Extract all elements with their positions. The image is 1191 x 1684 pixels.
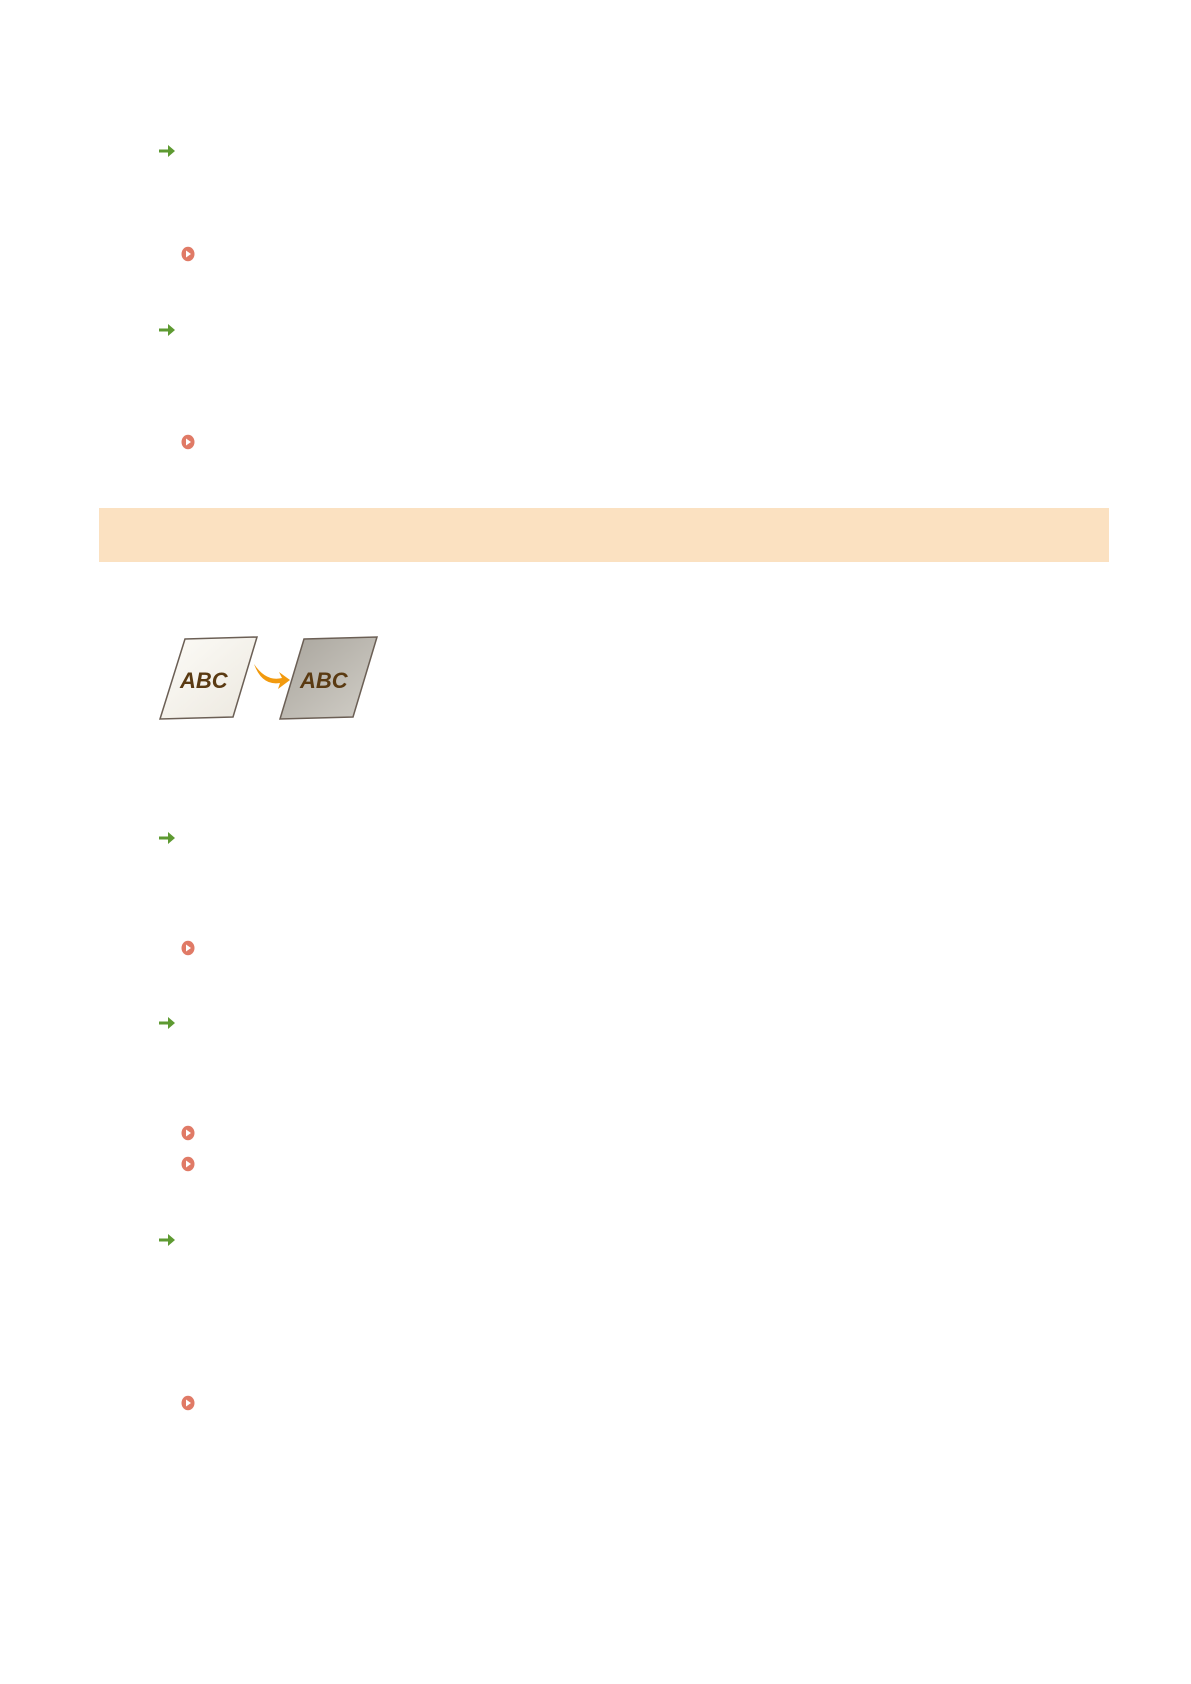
section-heading-banner	[99, 508, 1109, 562]
paper-background-gray-illustration: ABC ABC	[158, 636, 379, 720]
right-arrow-icon[interactable]	[158, 1232, 176, 1248]
paper-before	[158, 636, 259, 720]
paper-after	[278, 636, 379, 720]
circle-play-icon[interactable]	[181, 1156, 195, 1172]
circle-play-icon[interactable]	[181, 434, 195, 450]
illustration-text-before: ABC	[179, 668, 229, 693]
illustration-arrow-icon	[254, 664, 290, 689]
right-arrow-icon[interactable]	[158, 1015, 176, 1031]
right-arrow-icon[interactable]	[158, 143, 176, 159]
circle-play-icon[interactable]	[181, 246, 195, 262]
right-arrow-icon[interactable]	[158, 830, 176, 846]
circle-play-icon[interactable]	[181, 1125, 195, 1141]
right-arrow-icon[interactable]	[158, 322, 176, 338]
circle-play-icon[interactable]	[181, 1395, 195, 1411]
circle-play-icon[interactable]	[181, 940, 195, 956]
illustration-text-after: ABC	[299, 668, 349, 693]
